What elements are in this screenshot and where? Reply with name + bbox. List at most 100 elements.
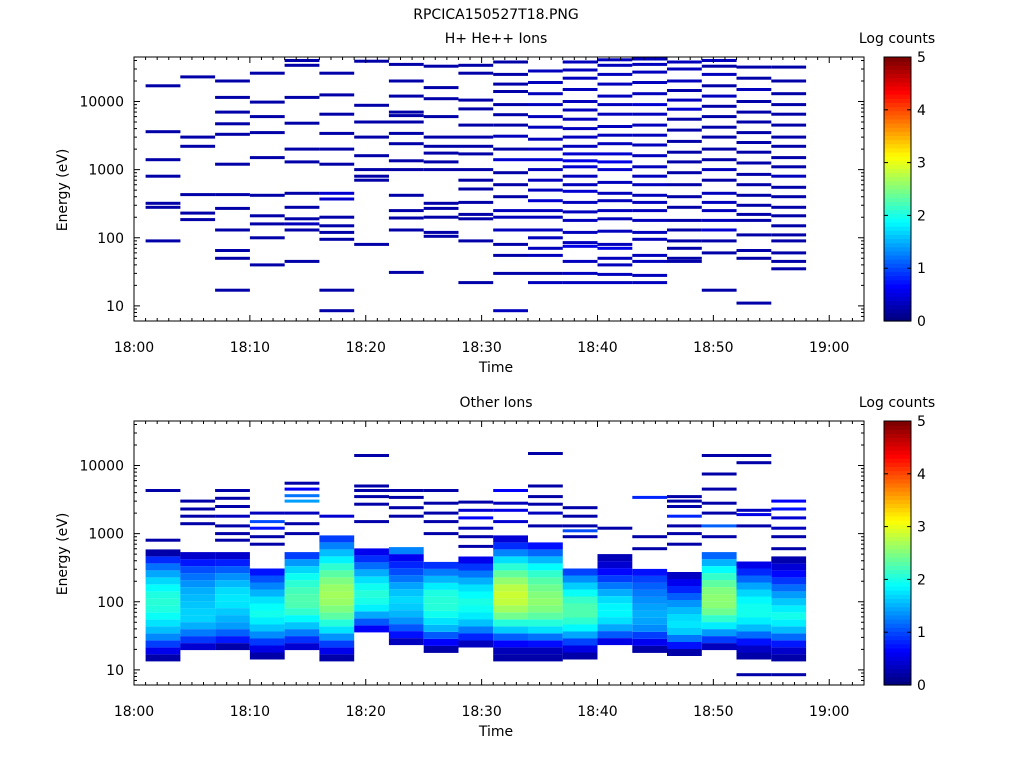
colorbar-swatch	[884, 81, 911, 87]
heatmap-cell	[736, 561, 772, 569]
heatmap-cell	[701, 501, 737, 505]
heatmap-cell	[528, 103, 563, 107]
heatmap-cell	[528, 199, 563, 203]
heatmap-cell	[145, 619, 181, 627]
heatmap-cell	[180, 622, 216, 630]
y-tick-label: 1000	[88, 527, 124, 543]
heatmap-cell	[458, 563, 494, 571]
heatmap-cell	[562, 68, 598, 72]
heatmap-cell	[388, 159, 424, 163]
heatmap-cell	[597, 152, 633, 156]
heatmap-cell	[354, 135, 389, 139]
heatmap-cell	[701, 587, 737, 595]
colorbar-swatch	[884, 532, 911, 538]
heatmap-cell	[562, 200, 598, 204]
heatmap-cell	[249, 526, 285, 530]
heatmap-cell	[632, 133, 668, 137]
colorbar-swatch	[884, 421, 911, 426]
colorbar-swatch	[884, 85, 911, 91]
heatmap-cell	[701, 636, 737, 644]
heatmap-cell	[701, 629, 737, 637]
colorbar-swatch	[884, 656, 911, 661]
colorbar-swatch	[884, 135, 911, 141]
heatmap-cell	[180, 211, 216, 215]
panel-1-axes: 18:00 18:10 18:20 18:30 18:40 18:50 19:00 10 100…	[79, 56, 865, 356]
colorbar-swatch	[884, 61, 911, 66]
heatmap-cell	[701, 580, 737, 588]
heatmap-cell	[771, 598, 807, 606]
heatmap-cell	[493, 549, 528, 557]
colorbar-swatch	[884, 619, 911, 624]
heatmap-cell	[354, 611, 389, 619]
heatmap-cell	[771, 239, 807, 243]
colorbar-swatch	[884, 606, 911, 612]
heatmap-cell	[215, 622, 250, 630]
heatmap-cell	[493, 209, 528, 213]
heatmap-cell	[701, 573, 737, 581]
colorbar-swatch	[884, 168, 911, 174]
heatmap-cell	[771, 499, 807, 503]
heatmap-cell	[388, 575, 424, 583]
heatmap-cell	[319, 112, 355, 116]
colorbar-swatch	[884, 57, 911, 62]
colorbar-swatch	[884, 304, 911, 310]
heatmap-cell	[562, 108, 598, 112]
colorbar-swatch	[884, 110, 911, 116]
heatmap-cell	[249, 596, 285, 604]
colorbar-swatch	[884, 300, 911, 306]
heatmap-cell	[493, 171, 528, 175]
heatmap-cell	[667, 621, 702, 628]
heatmap-cell	[423, 532, 459, 536]
heatmap-cell	[319, 288, 355, 292]
heatmap-cell	[284, 566, 320, 574]
heatmap-cell	[180, 629, 216, 637]
heatmap-cell	[701, 64, 737, 68]
heatmap-cell	[458, 500, 494, 504]
heatmap-cell	[667, 79, 702, 83]
heatmap-cell	[458, 526, 494, 530]
heatmap-cell	[319, 605, 355, 613]
heatmap-cell	[562, 135, 598, 139]
heatmap-cell	[562, 624, 598, 632]
heatmap-cell	[667, 628, 702, 635]
heatmap-cell	[597, 112, 633, 116]
heatmap-cell	[771, 174, 807, 178]
heatmap-cell	[493, 501, 528, 505]
heatmap-cell	[458, 178, 494, 182]
heatmap-cell	[667, 593, 702, 600]
heatmap-cell	[423, 115, 459, 119]
x-tick-label: 18:50	[693, 340, 733, 356]
heatmap-cell	[597, 160, 633, 164]
heatmap-cell	[632, 624, 668, 632]
heatmap-cell	[771, 123, 807, 127]
heatmap-cell	[354, 597, 389, 605]
heatmap-cell	[423, 561, 459, 569]
heatmap-cell	[528, 209, 563, 213]
colorbar-swatch	[884, 176, 911, 182]
heatmap-cell	[771, 156, 807, 160]
heatmap-cell	[215, 643, 250, 651]
heatmap-cell	[423, 160, 459, 164]
panel-1-xlabel: Time	[478, 360, 513, 376]
panel-1-ylabel: Energy (eV)	[55, 149, 71, 232]
heatmap-cell	[597, 168, 633, 172]
heatmap-cell	[701, 218, 737, 222]
heatmap-cell	[528, 253, 563, 257]
heatmap-cell	[249, 193, 285, 197]
heatmap-cell	[597, 63, 633, 67]
heatmap-cell	[423, 631, 459, 639]
heatmap-cell	[458, 556, 494, 564]
heatmap-cell	[215, 132, 250, 136]
heatmap-cell	[388, 624, 424, 632]
heatmap-cell	[528, 92, 563, 96]
heatmap-cell	[215, 587, 250, 595]
heatmap-cell	[597, 58, 633, 62]
colorbar-swatch	[884, 267, 911, 273]
heatmap-cell	[249, 131, 285, 135]
heatmap-cell	[736, 652, 772, 660]
heatmap-cell	[701, 566, 737, 574]
heatmap-cell	[354, 484, 389, 488]
heatmap-cell	[180, 608, 216, 616]
heatmap-cell	[354, 168, 389, 172]
